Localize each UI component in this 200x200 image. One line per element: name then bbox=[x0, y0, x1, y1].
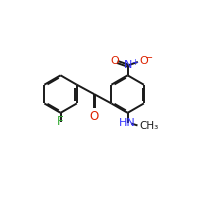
Text: CH₃: CH₃ bbox=[139, 121, 159, 131]
Text: O: O bbox=[139, 56, 148, 66]
Text: N: N bbox=[123, 60, 132, 70]
Text: HN: HN bbox=[119, 118, 136, 128]
Text: F: F bbox=[57, 115, 64, 128]
Text: +: + bbox=[131, 58, 138, 67]
Text: O: O bbox=[110, 56, 119, 66]
Text: O: O bbox=[89, 110, 99, 123]
Text: −: − bbox=[145, 53, 153, 63]
